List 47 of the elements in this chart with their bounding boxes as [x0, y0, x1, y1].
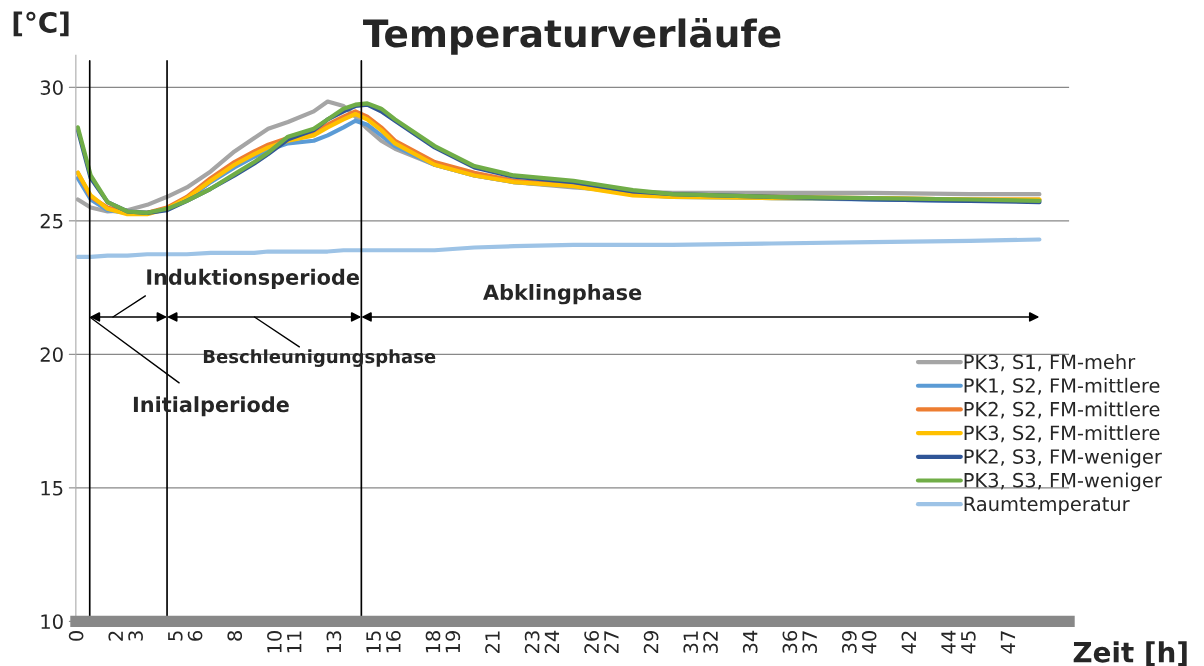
x-tick-label: 23 — [524, 631, 540, 654]
x-tick-label: 31 — [683, 631, 699, 653]
y-tick-label: 25 — [40, 213, 63, 229]
chart-title: Temperaturverläufe — [363, 17, 781, 55]
y-axis-title: [°C] — [13, 11, 69, 37]
x-tick-label: 15 — [366, 631, 381, 653]
legend-label: PK2, S3, FM-weniger — [964, 448, 1162, 468]
y-tick-label: 10 — [41, 614, 63, 630]
x-tick-label: 3 — [128, 631, 143, 641]
x-tick-label: 44 — [941, 630, 956, 654]
x-tick-label: 2 — [108, 631, 123, 641]
x-tick-label: 18 — [425, 631, 441, 653]
y-tick-label: 30 — [40, 80, 63, 95]
x-tick-label: 29 — [643, 631, 659, 654]
x-tick-label: 36 — [782, 630, 798, 653]
x-tick-label: 39 — [842, 631, 857, 653]
x-axis-title: Zeit [h] — [1073, 641, 1187, 666]
legend-label: Raumtemperatur — [964, 496, 1130, 516]
annotation: Abklingphase — [483, 284, 642, 305]
x-tick-label: 40 — [861, 631, 877, 654]
legend-label: PK3, S2, FM-mittlere — [964, 425, 1160, 443]
x-tick-label: 11 — [287, 631, 302, 653]
x-tick-label: 26 — [584, 630, 599, 654]
x-tick-label: 37 — [802, 631, 818, 653]
x-tick-label: 19 — [445, 631, 461, 653]
x-tick-label: 47 — [1000, 631, 1016, 654]
x-tick-label: 45 — [961, 631, 976, 654]
legend-label: PK3, S1, FM-mehr — [964, 354, 1136, 372]
line-series — [75, 237, 1042, 259]
x-tick-label: 0 — [68, 631, 84, 641]
y-tick-label: 20 — [40, 347, 63, 363]
x-tick-label: 8 — [227, 631, 243, 641]
x-tick-label: 5 — [168, 631, 183, 641]
x-tick-label: 24 — [544, 630, 560, 654]
x-tick-label: 13 — [326, 631, 342, 653]
x-tick-label: 21 — [485, 631, 500, 654]
x-tick-label: 32 — [703, 631, 718, 653]
x-tick-label: 42 — [901, 631, 916, 654]
x-tick-label: 16 — [385, 630, 401, 653]
legend-label: PK1, S2, FM-mittlere — [964, 377, 1160, 395]
legend-label: PK3, S3, FM-weniger — [964, 472, 1162, 492]
y-tick-label: 15 — [41, 481, 63, 496]
legend-label: PK2, S2, FM-mittlere — [964, 401, 1160, 419]
x-tick-label: 6 — [187, 630, 203, 641]
x-tick-label: 34 — [742, 630, 758, 653]
x-tick-label: 27 — [604, 631, 619, 654]
x-tick-label: 10 — [267, 631, 282, 653]
